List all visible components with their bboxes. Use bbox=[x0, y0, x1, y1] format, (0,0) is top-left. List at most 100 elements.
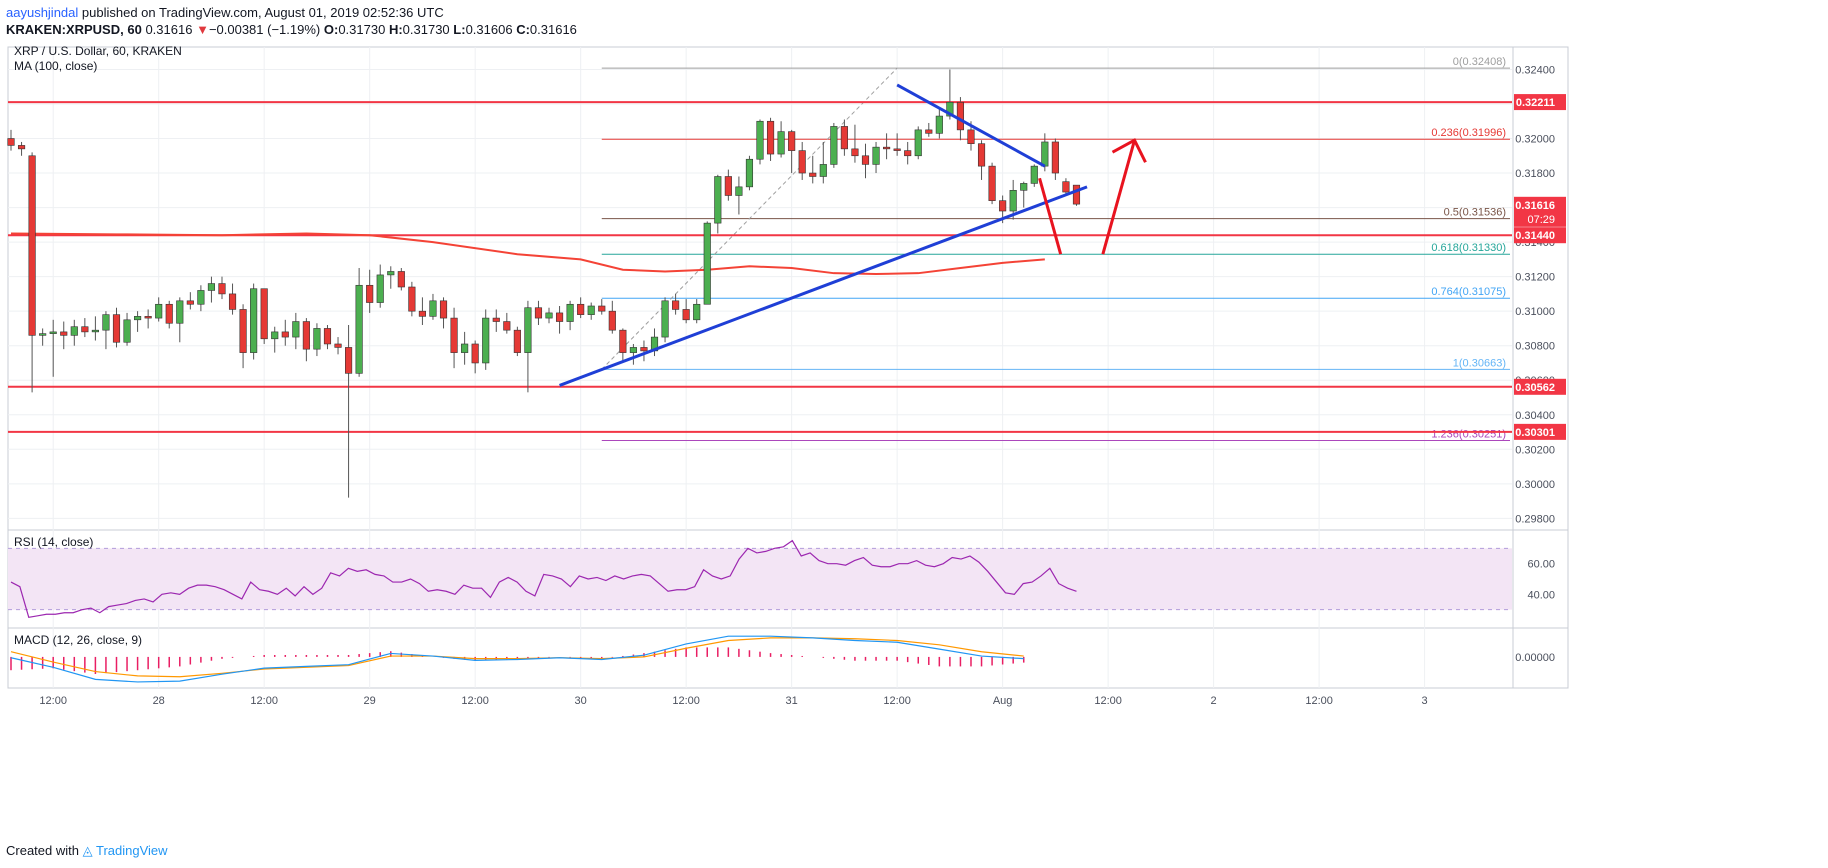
macd-signal-line bbox=[10, 637, 1024, 678]
candle-body bbox=[608, 310, 616, 331]
candle-body bbox=[693, 303, 701, 321]
rsi-label: RSI (14, close) bbox=[14, 535, 93, 549]
candle-body bbox=[366, 284, 374, 303]
candle-body bbox=[408, 286, 416, 312]
candle-body bbox=[439, 300, 448, 319]
candle-body bbox=[566, 303, 574, 322]
x-tick-label: 12:00 bbox=[883, 695, 911, 707]
price-level-badge bbox=[1514, 227, 1566, 244]
x-tick-label: 2 bbox=[1211, 695, 1217, 707]
candle-body bbox=[387, 271, 395, 276]
fib-level-label: 0.236(0.31996) bbox=[1431, 127, 1506, 139]
candle-body bbox=[967, 129, 975, 144]
last-price: 0.31616 bbox=[145, 22, 193, 37]
candle-body bbox=[714, 176, 722, 224]
price-change: −0.00381 (−1.19%) bbox=[208, 22, 321, 37]
candle-body bbox=[851, 148, 859, 157]
candle-countdown: 07:29 bbox=[1527, 214, 1555, 226]
candle-body bbox=[397, 271, 405, 288]
candle-body bbox=[313, 328, 321, 350]
y-tick-label: 0.31200 bbox=[1515, 272, 1555, 284]
chart-title: XRP / U.S. Dollar, 60, KRAKEN bbox=[14, 44, 182, 58]
candle-body bbox=[703, 222, 711, 305]
candle-body bbox=[977, 143, 986, 167]
candle-body bbox=[682, 309, 690, 321]
y-tick-label: 0.30800 bbox=[1515, 341, 1555, 353]
up-arrow-shaft bbox=[1101, 139, 1136, 255]
candle-body bbox=[482, 317, 490, 364]
candle-body bbox=[144, 316, 152, 319]
candle-body bbox=[186, 300, 194, 305]
candle-body bbox=[534, 307, 543, 319]
candle-body bbox=[598, 305, 606, 312]
low-label: L: bbox=[453, 22, 466, 37]
candle-body bbox=[883, 146, 891, 150]
candle-body bbox=[155, 303, 163, 319]
x-tick-label: 30 bbox=[575, 695, 587, 707]
candle-body bbox=[577, 303, 585, 315]
candle-body bbox=[503, 321, 511, 331]
ma100-line bbox=[10, 232, 1045, 276]
candle-body bbox=[450, 317, 458, 353]
tradingview-logo-icon[interactable]: ◬ bbox=[82, 843, 93, 858]
candle-body bbox=[914, 129, 922, 157]
macd-label: MACD (12, 26, close, 9) bbox=[14, 633, 142, 647]
candle-body bbox=[756, 120, 764, 160]
x-tick-label: 31 bbox=[786, 695, 798, 707]
y-tick-label: 0.29800 bbox=[1515, 513, 1555, 525]
fib-swing-line bbox=[601, 67, 898, 370]
candle-body bbox=[17, 145, 26, 150]
fib-level-label: 0.5(0.31536) bbox=[1444, 207, 1506, 219]
x-tick-label: Aug bbox=[993, 695, 1013, 707]
candle-body bbox=[956, 101, 965, 131]
candle-body bbox=[1020, 183, 1028, 191]
candle-body bbox=[619, 329, 627, 353]
publish-line: aayushjindal published on TradingView.co… bbox=[6, 4, 577, 21]
candle-body bbox=[999, 200, 1007, 212]
candle-body bbox=[777, 131, 785, 155]
tradingview-brand[interactable]: TradingView bbox=[96, 843, 168, 858]
close-value: 0.31616 bbox=[529, 22, 577, 37]
fib-level-label: 0(0.32408) bbox=[1453, 56, 1506, 68]
candle-body bbox=[872, 146, 880, 165]
x-tick-label: 12:00 bbox=[1094, 695, 1122, 707]
candle-body bbox=[102, 314, 110, 331]
price-level-badge-text: 0.31440 bbox=[1515, 230, 1555, 242]
candle-body bbox=[218, 283, 226, 295]
x-tick-label: 12:00 bbox=[1305, 695, 1333, 707]
candle-body bbox=[165, 303, 173, 324]
candle-body bbox=[49, 331, 57, 334]
candle-body bbox=[281, 331, 289, 338]
candle-body bbox=[176, 300, 184, 324]
macd-line bbox=[10, 635, 1024, 683]
candle-body bbox=[376, 274, 384, 303]
x-tick-label: 12:00 bbox=[672, 695, 700, 707]
last-price-value: 0.31616 bbox=[1515, 200, 1555, 212]
candle-body bbox=[7, 138, 15, 146]
candle-body bbox=[1062, 181, 1070, 193]
y-tick-label: 0.30400 bbox=[1515, 410, 1555, 422]
candle-body bbox=[39, 333, 47, 336]
candle-body bbox=[788, 131, 796, 151]
y-tick-label: 0.32000 bbox=[1515, 134, 1555, 146]
candle-body bbox=[355, 284, 363, 374]
falling-resistance-trendline bbox=[896, 83, 1046, 168]
candle-body bbox=[228, 293, 237, 310]
y-tick-label: 0.31000 bbox=[1515, 306, 1555, 318]
candle-body bbox=[292, 321, 300, 338]
open-value: 0.31730 bbox=[338, 22, 386, 37]
footer: Created with ◬ TradingView bbox=[6, 843, 168, 859]
price-level-badge-text: 0.30301 bbox=[1515, 427, 1555, 439]
chart-canvas[interactable]: 12:00 28 12:00 29 12:00 30 12:00 31 12:00 Aug 12:0… bbox=[0, 40, 1828, 840]
candle-body bbox=[28, 155, 36, 336]
x-tick-label: 29 bbox=[364, 695, 376, 707]
author-link[interactable]: aayushjindal bbox=[6, 5, 79, 20]
candle-body bbox=[840, 126, 848, 150]
price-level-badge-text: 0.32211 bbox=[1516, 97, 1555, 109]
candle-body bbox=[207, 283, 216, 291]
ohlc-line: KRAKEN:XRPUSD, 60 0.31616 ▼−0.00381 (−1.… bbox=[6, 21, 577, 38]
fib-level-label: 1(0.30663) bbox=[1453, 357, 1506, 369]
candle-body bbox=[334, 343, 342, 348]
candle-body bbox=[239, 309, 247, 353]
candle-body bbox=[798, 150, 806, 174]
